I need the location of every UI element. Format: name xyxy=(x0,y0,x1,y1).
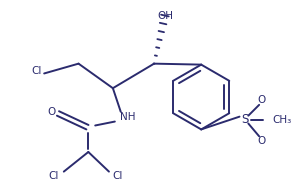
Text: NH: NH xyxy=(120,112,135,122)
Text: Cl: Cl xyxy=(31,66,41,76)
Text: S: S xyxy=(242,113,249,126)
Text: CH₃: CH₃ xyxy=(272,115,291,125)
Text: Cl: Cl xyxy=(49,171,59,181)
Text: Cl: Cl xyxy=(113,171,123,181)
Text: O: O xyxy=(257,136,265,146)
Text: OH: OH xyxy=(157,11,173,21)
Text: O: O xyxy=(47,107,55,117)
Text: O: O xyxy=(257,95,265,105)
